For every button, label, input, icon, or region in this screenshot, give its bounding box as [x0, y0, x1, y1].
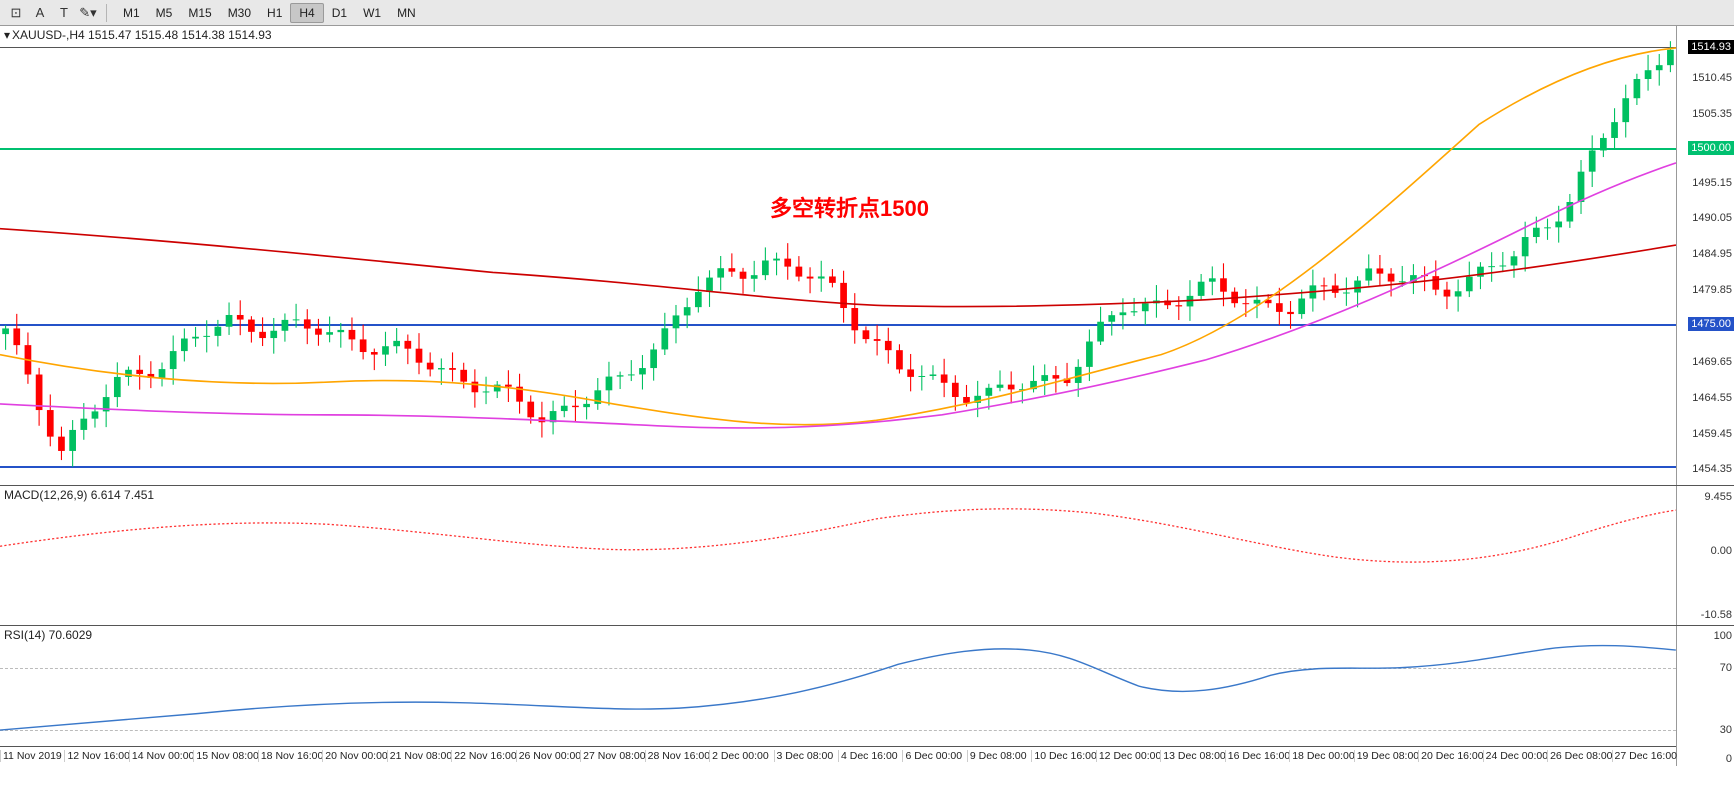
macd-tick-2: 0.00 [1711, 545, 1732, 557]
chart-annotation-text[interactable]: 多空转折点1500 [770, 191, 929, 223]
tf-h1[interactable]: H1 [259, 3, 290, 23]
rsi-panel[interactable]: RSI(14) 70.6029 100 70 30 0 11 Nov 2019 1… [0, 626, 1734, 766]
time-tick-25: 27 Dec 16:00 [1612, 750, 1677, 762]
time-tick-21: 19 Dec 08:00 [1354, 750, 1419, 762]
price-tick-11: 1459.45 [1692, 428, 1732, 440]
macd-axis[interactable]: 9.455 0.00 -10.58 [1676, 486, 1734, 625]
rsi-axis[interactable]: 100 70 30 0 [1676, 626, 1734, 766]
time-axis[interactable]: 11 Nov 2019 12 Nov 16:00 14 Nov 00:00 15 No… [0, 746, 1676, 766]
time-tick-3: 15 Nov 08:00 [193, 750, 258, 762]
price-panel[interactable]: ▾ XAUUSD-,H4 1515.47 1515.48 1514.38 1514… [0, 26, 1734, 486]
rsi-tick-70: 70 [1720, 662, 1732, 674]
time-tick-24: 26 Dec 08:00 [1547, 750, 1612, 762]
rsi-tick-0: 0 [1726, 753, 1732, 765]
price-tick-9: 1469.65 [1692, 356, 1732, 368]
time-tick-5: 20 Nov 00:00 [322, 750, 387, 762]
price-tick-6: 1484.95 [1692, 248, 1732, 260]
price-axis[interactable]: 1514.93 1510.45 1505.35 1500.00 1495.15 … [1676, 26, 1734, 485]
draw-tool-icon[interactable]: ✎▾ [78, 3, 98, 23]
macd-tick-3: -10.58 [1701, 609, 1732, 621]
time-tick-22: 20 Dec 16:00 [1418, 750, 1483, 762]
time-tick-16: 10 Dec 16:00 [1031, 750, 1096, 762]
ma-magenta-line [0, 26, 1676, 530]
time-tick-23: 24 Dec 00:00 [1483, 750, 1548, 762]
time-tick-12: 3 Dec 08:00 [774, 750, 834, 762]
time-tick-7: 22 Nov 16:00 [451, 750, 516, 762]
text-a-icon[interactable]: A [30, 3, 50, 23]
macd-tick-1: 9.455 [1704, 491, 1732, 503]
tf-m15[interactable]: M15 [180, 3, 219, 23]
time-tick-1: 12 Nov 16:00 [64, 750, 129, 762]
price-tick-1: 1510.45 [1692, 72, 1732, 84]
timeframe-selector: M1 M5 M15 M30 H1 H4 D1 W1 MN [115, 3, 424, 23]
rsi-tick-100: 100 [1714, 630, 1732, 642]
time-tick-8: 26 Nov 00:00 [516, 750, 581, 762]
time-tick-4: 18 Nov 16:00 [258, 750, 323, 762]
price-tick-7: 1479.85 [1692, 284, 1732, 296]
tf-m5[interactable]: M5 [148, 3, 181, 23]
crosshair-icon[interactable]: ⊡ [6, 3, 26, 23]
tf-h4[interactable]: H4 [290, 3, 323, 23]
text-tool-icon[interactable]: T [54, 3, 74, 23]
rsi-line[interactable] [0, 626, 1676, 757]
price-tick-current: 1514.93 [1688, 40, 1734, 54]
tf-m30[interactable]: M30 [220, 3, 259, 23]
time-tick-17: 12 Dec 00:00 [1096, 750, 1161, 762]
time-tick-13: 4 Dec 16:00 [838, 750, 898, 762]
price-tick-4: 1495.15 [1692, 177, 1732, 189]
time-tick-18: 13 Dec 08:00 [1160, 750, 1225, 762]
tf-w1[interactable]: W1 [355, 3, 389, 23]
price-tick-1500: 1500.00 [1688, 141, 1734, 155]
macd-signal-line [0, 486, 1676, 617]
time-tick-20: 18 Dec 00:00 [1289, 750, 1354, 762]
time-tick-9: 27 Nov 08:00 [580, 750, 645, 762]
tf-mn[interactable]: MN [389, 3, 424, 23]
time-tick-0: 11 Nov 2019 [0, 750, 62, 762]
price-tick-10: 1464.55 [1692, 392, 1732, 404]
price-tick-5: 1490.05 [1692, 212, 1732, 224]
time-tick-10: 28 Nov 16:00 [645, 750, 710, 762]
macd-panel[interactable]: MACD(12,26,9) 6.614 7.451 9.455 0.00 -10… [0, 486, 1734, 626]
price-tick-1475: 1475.00 [1688, 317, 1734, 331]
time-tick-15: 9 Dec 08:00 [967, 750, 1027, 762]
time-tick-19: 16 Dec 16:00 [1225, 750, 1290, 762]
price-tick-2: 1505.35 [1692, 108, 1732, 120]
rsi-tick-30: 30 [1720, 724, 1732, 736]
time-tick-2: 14 Nov 00:00 [129, 750, 194, 762]
tf-m1[interactable]: M1 [115, 3, 148, 23]
price-tick-12: 1454.35 [1692, 463, 1732, 475]
tf-d1[interactable]: D1 [324, 3, 355, 23]
time-tick-6: 21 Nov 08:00 [387, 750, 452, 762]
time-tick-14: 6 Dec 00:00 [902, 750, 962, 762]
time-tick-11: 2 Dec 00:00 [709, 750, 769, 762]
chart-area: ▾ XAUUSD-,H4 1515.47 1515.48 1514.38 1514… [0, 26, 1734, 795]
chart-toolbar: ⊡ A T ✎▾ M1 M5 M15 M30 H1 H4 D1 W1 MN [0, 0, 1734, 26]
